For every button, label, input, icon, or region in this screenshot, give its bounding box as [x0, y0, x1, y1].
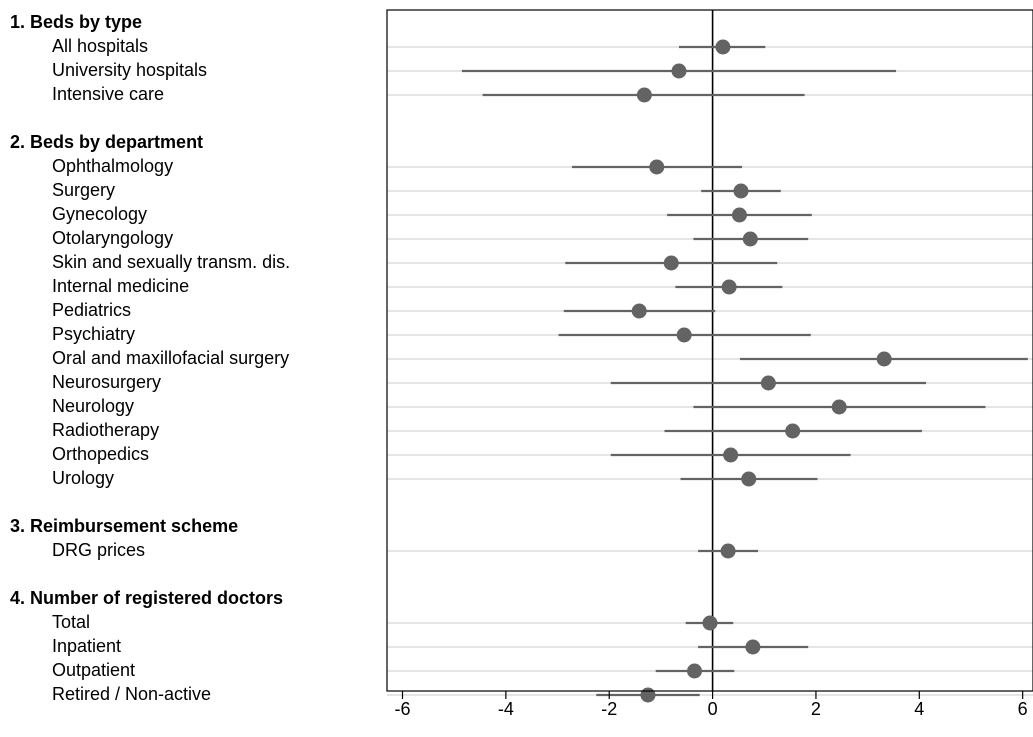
x-tick-label: -6	[394, 699, 410, 719]
row-label: Gynecology	[52, 204, 147, 224]
row-label: Retired / Non-active	[52, 684, 211, 704]
x-tick-label: 2	[811, 699, 821, 719]
row-gridlines	[387, 46, 1033, 696]
row-label: Pediatrics	[52, 300, 131, 320]
estimate-point	[676, 327, 692, 343]
estimate-point	[742, 231, 758, 247]
estimate-point	[741, 471, 757, 487]
estimate-point	[721, 279, 737, 295]
row-label: Surgery	[52, 180, 115, 200]
estimate-point	[785, 423, 801, 439]
row-label: Oral and maxillofacial surgery	[52, 348, 289, 368]
estimate-point	[720, 543, 736, 559]
estimate-point	[760, 375, 776, 391]
confidence-intervals	[461, 45, 1028, 697]
estimate-point	[636, 87, 652, 103]
row-label: Ophthalmology	[52, 156, 173, 176]
row-label: Inpatient	[52, 636, 121, 656]
row-label: Psychiatry	[52, 324, 135, 344]
estimate-point	[723, 447, 739, 463]
estimate-point	[663, 255, 679, 271]
row-label: Radiotherapy	[52, 420, 159, 440]
row-label: Orthopedics	[52, 444, 149, 464]
row-label: Otolaryngology	[52, 228, 173, 248]
group-header: 1. Beds by type	[10, 12, 142, 32]
point-estimates	[631, 39, 892, 703]
row-label: Urology	[52, 468, 114, 488]
row-labels: 1. Beds by type All hospitals University h…	[10, 12, 290, 704]
row-label: Internal medicine	[52, 276, 189, 296]
x-tick-label: 0	[708, 699, 718, 719]
row-label: Outpatient	[52, 660, 135, 680]
row-label: Intensive care	[52, 84, 164, 104]
group-header: 4. Number of registered doctors	[10, 588, 283, 608]
estimate-point	[686, 663, 702, 679]
x-tick-label: 4	[914, 699, 924, 719]
group-header: 2. Beds by department	[10, 132, 203, 152]
row-label: Skin and sexually transm. dis.	[52, 252, 290, 272]
estimate-point	[702, 615, 718, 631]
group-header: 3. Reimbursement scheme	[10, 516, 238, 536]
estimate-point	[631, 303, 647, 319]
estimate-point	[640, 687, 656, 703]
estimate-point	[831, 399, 847, 415]
estimate-point	[715, 39, 731, 55]
row-label: Neurology	[52, 396, 134, 416]
estimate-point	[733, 183, 749, 199]
estimate-point	[671, 63, 687, 79]
estimate-point	[649, 159, 665, 175]
estimate-point	[745, 639, 761, 655]
row-label: Neurosurgery	[52, 372, 161, 392]
x-tick-label: -2	[601, 699, 617, 719]
row-label: All hospitals	[52, 36, 148, 56]
row-label: Total	[52, 612, 90, 632]
x-axis: -6 -4 -2 0 2 4 6	[394, 691, 1028, 719]
estimate-point	[731, 207, 747, 223]
row-label: DRG prices	[52, 540, 145, 560]
plot-frame	[386, 9, 1033, 692]
x-tick-label: -4	[498, 699, 514, 719]
row-label: University hospitals	[52, 60, 207, 80]
x-tick-label: 6	[1018, 699, 1028, 719]
estimate-point	[876, 351, 892, 367]
